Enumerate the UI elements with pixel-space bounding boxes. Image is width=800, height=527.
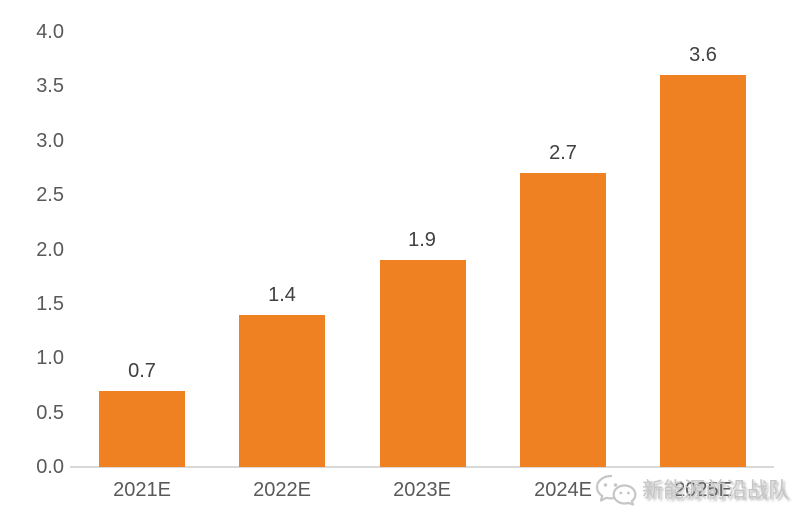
bar-2023E — [380, 260, 466, 467]
data-label-2024E: 2.7 — [549, 142, 577, 164]
bar-2021E — [99, 391, 185, 467]
y-tick-label: 1.0 — [36, 347, 64, 370]
x-tick-label-2023E: 2023E — [393, 479, 451, 501]
x-tick-label-2021E: 2021E — [113, 479, 171, 501]
bar-2022E — [239, 315, 325, 467]
data-label-2022E: 1.4 — [268, 284, 296, 306]
bar-2024E — [520, 173, 606, 467]
bar-2025E — [660, 75, 746, 467]
y-tick-label: 3.0 — [36, 129, 64, 152]
y-tick-label: 4.0 — [36, 21, 64, 43]
y-tick-label: 1.5 — [36, 292, 64, 315]
x-axis-line — [70, 466, 774, 468]
x-tick-label-2022E: 2022E — [253, 479, 311, 501]
data-label-2023E: 1.9 — [408, 229, 436, 251]
y-tick-label: 2.0 — [36, 238, 64, 261]
y-tick-label: 0.0 — [36, 456, 64, 478]
y-tick-label: 3.5 — [36, 75, 64, 98]
y-tick-label: 0.5 — [36, 401, 64, 424]
y-tick-label: 2.5 — [36, 184, 64, 207]
x-tick-label-2024E: 2024E — [534, 479, 592, 501]
data-label-2021E: 0.7 — [128, 360, 156, 382]
x-tick-label-2025E: 2025E — [674, 479, 732, 501]
data-label-2025E: 3.6 — [689, 44, 717, 66]
